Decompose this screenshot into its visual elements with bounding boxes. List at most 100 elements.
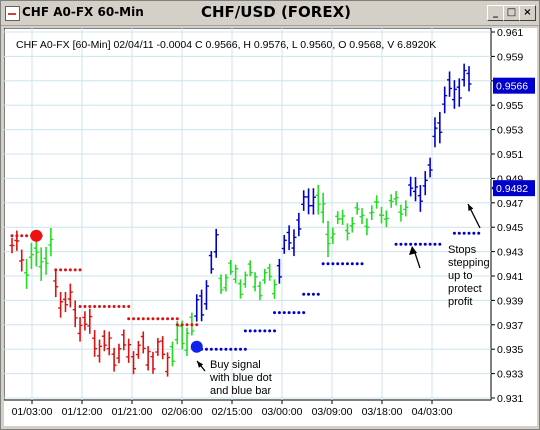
blue-stop-dot bbox=[243, 329, 247, 333]
red-stop-dot bbox=[25, 234, 29, 238]
red-stop-dot bbox=[83, 305, 87, 308]
x-tick-label: 04/03:00 bbox=[412, 406, 453, 418]
blue-stop-dot bbox=[360, 262, 364, 266]
red-stop-dot bbox=[175, 323, 179, 327]
y-tick-label: 0.951 bbox=[497, 149, 523, 161]
x-tick-label: 02/15:00 bbox=[212, 406, 253, 418]
y-tick-label: 0.961 bbox=[497, 28, 523, 39]
chart-app-icon[interactable] bbox=[5, 6, 20, 21]
blue-stop-dot bbox=[302, 311, 306, 315]
blue-stop-dot bbox=[477, 231, 481, 235]
close-button[interactable]: × bbox=[519, 5, 536, 21]
blue-stop-dot bbox=[428, 242, 432, 246]
red-stop-dot bbox=[93, 305, 97, 308]
blue-stop-dot bbox=[423, 242, 427, 246]
red-stop-dot bbox=[73, 268, 77, 272]
blue-stop-dot bbox=[204, 347, 208, 351]
blue-stop-dot bbox=[263, 329, 267, 333]
x-tick-label: 02/06:00 bbox=[162, 406, 203, 418]
blue-stop-dot bbox=[462, 231, 466, 235]
red-stop-dot bbox=[195, 323, 199, 327]
chart-title: CHF/USD (FOREX) bbox=[201, 3, 352, 21]
red-stop-dot bbox=[151, 317, 155, 321]
price-chart: CHF A0-FX [60-Min] 02/04/11 -0.0004 C 0.… bbox=[4, 28, 535, 418]
blue-stop-dot bbox=[258, 329, 262, 333]
blue-stop-dot bbox=[394, 242, 398, 246]
sell-signal-dot bbox=[30, 229, 43, 242]
blue-stop-dot bbox=[438, 242, 442, 246]
blue-stop-dot bbox=[350, 262, 354, 266]
red-stop-dot bbox=[156, 317, 160, 321]
y-tick-label: 0.953 bbox=[497, 125, 523, 137]
x-tick-label: 03/00:00 bbox=[262, 406, 303, 418]
stop-price-label-bg bbox=[493, 180, 535, 197]
red-stop-dot bbox=[141, 317, 145, 321]
stops-annotation-line: protect bbox=[448, 283, 482, 295]
blue-stop-dot bbox=[282, 311, 286, 315]
blue-stop-dot bbox=[316, 292, 320, 296]
chart-area[interactable]: CHF A0-FX [60-Min] 02/04/11 -0.0004 C 0.… bbox=[4, 28, 537, 426]
red-stop-dot bbox=[166, 317, 170, 321]
blue-stop-dot bbox=[457, 231, 461, 235]
blue-stop-dot bbox=[433, 242, 437, 246]
y-tick-label: 0.947 bbox=[497, 198, 523, 210]
red-stop-dot bbox=[59, 268, 63, 272]
red-stop-dot bbox=[88, 305, 92, 308]
y-tick-label: 0.937 bbox=[497, 320, 523, 332]
blue-stop-dot bbox=[452, 231, 456, 235]
blue-stop-dot bbox=[224, 347, 228, 351]
red-stop-dot bbox=[185, 323, 189, 327]
minimize-button[interactable]: _ bbox=[487, 5, 504, 21]
blue-stop-dot bbox=[331, 262, 335, 266]
maximize-button[interactable]: □ bbox=[503, 5, 520, 21]
blue-stop-dot bbox=[307, 292, 311, 296]
x-tick-label: 01/21:00 bbox=[112, 406, 153, 418]
blue-stop-dot bbox=[277, 311, 281, 315]
red-stop-dot bbox=[78, 268, 82, 272]
red-stop-dot bbox=[122, 305, 126, 308]
red-stop-dot bbox=[175, 317, 179, 321]
red-stop-dot bbox=[190, 323, 194, 327]
red-stop-dot bbox=[136, 317, 140, 321]
y-tick-label: 0.941 bbox=[497, 271, 523, 283]
plot-frame bbox=[4, 28, 492, 401]
blue-stop-dot bbox=[409, 242, 413, 246]
blue-stop-dot bbox=[292, 311, 296, 315]
blue-stop-dot bbox=[404, 242, 408, 246]
x-tick-label: 03/09:00 bbox=[312, 406, 353, 418]
blue-stop-dot bbox=[467, 231, 471, 235]
red-stop-dot bbox=[117, 305, 121, 308]
title-bar[interactable]: CHF A0-FX 60-Min CHF/USD (FOREX) _ □ × bbox=[1, 1, 539, 26]
red-stop-dot bbox=[107, 305, 111, 308]
stops-annotation-line: stepping bbox=[448, 257, 490, 269]
blue-stop-dot bbox=[239, 347, 242, 351]
red-stop-dot bbox=[132, 317, 136, 321]
red-stop-dot bbox=[102, 305, 106, 308]
window-title: CHF A0-FX 60-Min bbox=[22, 5, 144, 19]
blue-stop-dot bbox=[243, 347, 247, 351]
blue-stop-dot bbox=[209, 347, 213, 351]
blue-stop-dot bbox=[355, 262, 359, 266]
buy-signal-annotation-line: Buy signal bbox=[210, 359, 261, 371]
red-stop-dot bbox=[54, 268, 58, 272]
red-stop-dot bbox=[180, 323, 184, 327]
y-tick-label: 0.931 bbox=[497, 393, 523, 405]
x-tick-label: 01/12:00 bbox=[62, 406, 103, 418]
blue-stop-dot bbox=[248, 329, 252, 333]
blue-stop-dot bbox=[297, 311, 301, 315]
blue-stop-dot bbox=[214, 347, 218, 351]
red-stop-dot bbox=[146, 317, 150, 321]
stops-annotation-arrowhead-2 bbox=[409, 246, 417, 255]
y-tick-label: 0.945 bbox=[497, 222, 523, 234]
blue-stop-dot bbox=[273, 311, 277, 315]
red-stop-dot bbox=[63, 268, 67, 272]
red-stop-dot bbox=[161, 317, 165, 321]
red-stop-dot bbox=[78, 305, 82, 308]
y-tick-label: 0.959 bbox=[497, 51, 523, 63]
y-tick-label: 0.933 bbox=[497, 369, 523, 381]
y-tick-label: 0.955 bbox=[497, 100, 523, 112]
red-stop-dot bbox=[68, 268, 72, 272]
blue-stop-dot bbox=[472, 231, 476, 235]
blue-stop-dot bbox=[287, 311, 291, 315]
